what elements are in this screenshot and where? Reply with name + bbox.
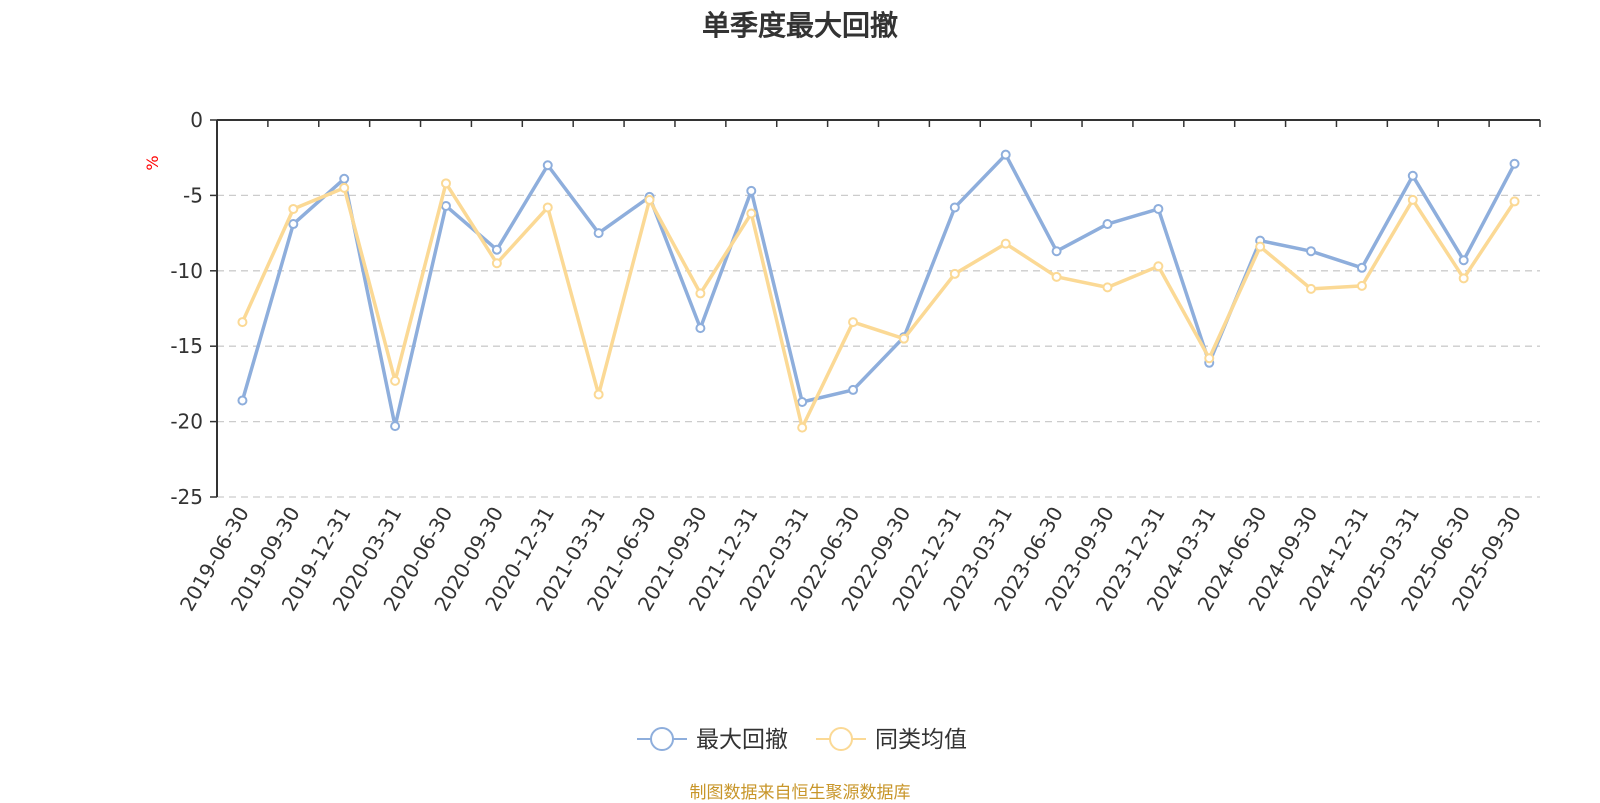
- data-point: [288, 219, 299, 230]
- data-point: [1458, 273, 1469, 284]
- data-point: [1356, 262, 1367, 273]
- data-point: [898, 333, 909, 344]
- data-point: [1509, 196, 1520, 207]
- data-point: [339, 182, 350, 193]
- data-point: [695, 288, 706, 299]
- axes: 0-5-10-15-20-252019-06-302019-09-302019-…: [170, 108, 1541, 615]
- data-point: [644, 194, 655, 205]
- legend[interactable]: 最大回撤 同类均值: [637, 727, 967, 753]
- y-tick-label: -25: [170, 485, 203, 509]
- legend-marker-icon: [829, 727, 853, 751]
- data-point: [440, 178, 451, 189]
- data-point: [1051, 246, 1062, 257]
- data-point: [1407, 194, 1418, 205]
- data-point: [1407, 170, 1418, 181]
- data-point: [1255, 241, 1266, 252]
- data-point: [491, 258, 502, 269]
- data-point: [1306, 246, 1317, 257]
- data-point: [1458, 255, 1469, 266]
- series-0: [237, 149, 1520, 432]
- data-point: [542, 202, 553, 213]
- legend-marker-icon: [650, 727, 674, 751]
- data-point: [1509, 158, 1520, 169]
- data-point: [695, 323, 706, 334]
- data-point: [237, 395, 248, 406]
- data-point: [949, 202, 960, 213]
- data-point: [288, 203, 299, 214]
- data-point: [593, 389, 604, 400]
- y-axis-unit-label: %: [143, 155, 162, 170]
- data-point: [797, 422, 808, 433]
- data-point: [848, 384, 859, 395]
- data-point: [1102, 219, 1113, 230]
- series-line: [240, 181, 1517, 430]
- data-point: [1153, 261, 1164, 272]
- data-point: [491, 244, 502, 255]
- data-point: [848, 317, 859, 328]
- data-point: [1000, 149, 1011, 160]
- chart-title: 单季度最大回撤: [701, 9, 898, 42]
- data-point: [593, 228, 604, 239]
- y-tick-label: 0: [190, 108, 203, 132]
- series-1: [237, 178, 1520, 433]
- data-point: [797, 396, 808, 407]
- legend-label: 同类均值: [875, 727, 967, 753]
- data-point: [1000, 238, 1011, 249]
- data-source-note: 制图数据来自恒生聚源数据库: [689, 783, 911, 803]
- data-point: [1051, 271, 1062, 282]
- data-point: [542, 160, 553, 171]
- data-point: [949, 268, 960, 279]
- y-tick-label: -15: [170, 334, 203, 358]
- data-point: [746, 208, 757, 219]
- data-point: [1356, 280, 1367, 291]
- data-point: [390, 375, 401, 386]
- series-line: [240, 152, 1517, 428]
- data-point: [1102, 282, 1113, 293]
- data-point: [1153, 203, 1164, 214]
- data-point: [339, 173, 350, 184]
- legend-item-0[interactable]: 最大回撤: [637, 727, 788, 753]
- legend-label: 最大回撤: [696, 727, 788, 753]
- data-point: [746, 185, 757, 196]
- y-tick-label: -20: [170, 410, 203, 434]
- data-point: [390, 421, 401, 432]
- y-tick-label: -5: [183, 183, 203, 207]
- series-lines: [237, 149, 1520, 433]
- data-point: [237, 317, 248, 328]
- legend-item-1[interactable]: 同类均值: [816, 727, 967, 753]
- data-point: [440, 200, 451, 211]
- grid-lines: [217, 194, 1540, 498]
- data-point: [1306, 283, 1317, 294]
- y-tick-label: -10: [170, 259, 203, 283]
- data-point: [1204, 353, 1215, 364]
